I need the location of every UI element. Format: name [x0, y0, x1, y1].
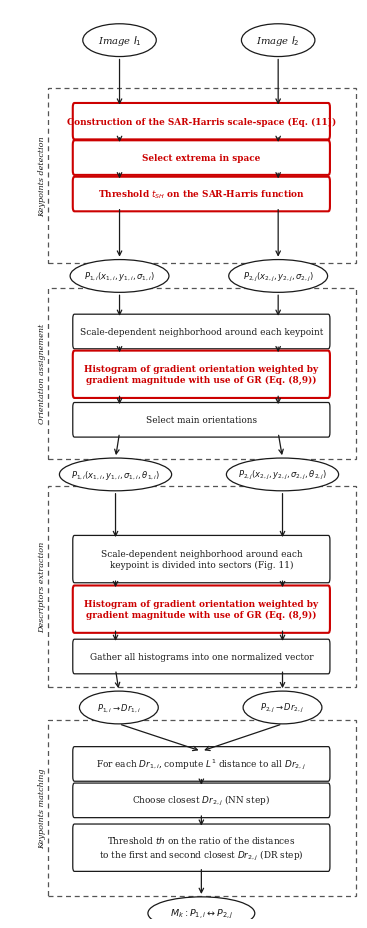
Text: Select main orientations: Select main orientations — [146, 416, 257, 425]
Text: Image $I_2$: Image $I_2$ — [256, 34, 300, 48]
Text: $M_k : P_{1,i} \leftrightarrow P_{2,j}$: $M_k : P_{1,i} \leftrightarrow P_{2,j}$ — [170, 907, 233, 920]
Ellipse shape — [148, 896, 255, 928]
Text: Histogram of gradient orientation weighted by
gradient magnitude with use of GR : Histogram of gradient orientation weight… — [84, 599, 319, 620]
Text: $P_{2,j} \rightarrow Dr_{2,j}$: $P_{2,j} \rightarrow Dr_{2,j}$ — [261, 702, 305, 715]
Text: Threshold $th$ on the ratio of the distances
to the first and second closest $Dr: Threshold $th$ on the ratio of the dista… — [99, 834, 304, 862]
Ellipse shape — [226, 458, 339, 491]
Text: $P_{1,i} \rightarrow Dr_{1,i}$: $P_{1,i} \rightarrow Dr_{1,i}$ — [97, 702, 141, 714]
FancyBboxPatch shape — [73, 403, 330, 438]
Text: Keypoints detection: Keypoints detection — [38, 136, 46, 217]
Text: Select extrema in space: Select extrema in space — [142, 154, 261, 163]
FancyBboxPatch shape — [73, 315, 330, 350]
Text: For each $Dr_{1,i}$, compute $L^1$ distance to all $Dr_{2,j}$: For each $Dr_{1,i}$, compute $L^1$ dista… — [97, 757, 306, 771]
Text: Image $I_1$: Image $I_1$ — [98, 34, 141, 48]
Ellipse shape — [83, 25, 156, 58]
Bar — [48, 289, 356, 459]
FancyBboxPatch shape — [73, 177, 330, 213]
Text: Threshold $t_{SH}$ on the SAR-Harris function: Threshold $t_{SH}$ on the SAR-Harris fun… — [98, 188, 305, 201]
Bar — [48, 486, 356, 687]
Bar — [48, 89, 356, 264]
Text: Histogram of gradient orientation weighted by
gradient magnitude with use of GR : Histogram of gradient orientation weight… — [84, 365, 319, 385]
FancyBboxPatch shape — [73, 586, 330, 633]
Bar — [48, 720, 356, 896]
Text: Scale-dependent neighborhood around each keypoint: Scale-dependent neighborhood around each… — [80, 328, 323, 337]
FancyBboxPatch shape — [73, 747, 330, 781]
Text: Orientation assignement: Orientation assignement — [38, 324, 46, 424]
Text: $P_{2,j}(x_{2,j}, y_{2,j}, \sigma_{2,j})$: $P_{2,j}(x_{2,j}, y_{2,j}, \sigma_{2,j})… — [243, 270, 314, 283]
FancyBboxPatch shape — [73, 824, 330, 871]
Text: $P_{2,j}(x_{2,j}, y_{2,j}, \sigma_{2,j}, \theta_{2,j})$: $P_{2,j}(x_{2,j}, y_{2,j}, \sigma_{2,j},… — [238, 469, 327, 482]
Text: Construction of the SAR-Harris scale-space (Eq. (11)): Construction of the SAR-Harris scale-spa… — [67, 118, 336, 126]
FancyBboxPatch shape — [73, 104, 330, 140]
Text: Gather all histograms into one normalized vector: Gather all histograms into one normalize… — [90, 652, 313, 662]
Text: Keypoints matching: Keypoints matching — [38, 768, 46, 848]
Text: $P_{1,i}(x_{1,i}, y_{1,i}, \sigma_{1,i})$: $P_{1,i}(x_{1,i}, y_{1,i}, \sigma_{1,i})… — [84, 270, 155, 283]
Ellipse shape — [241, 25, 315, 58]
Text: Scale-dependent neighborhood around each
keypoint is divided into sectors (Fig. : Scale-dependent neighborhood around each… — [101, 549, 302, 570]
Ellipse shape — [229, 260, 328, 293]
FancyBboxPatch shape — [73, 783, 330, 818]
Ellipse shape — [243, 691, 322, 724]
FancyBboxPatch shape — [73, 639, 330, 674]
Ellipse shape — [59, 458, 172, 491]
Text: Choose closest $Dr_{2,j}$ (NN step): Choose closest $Dr_{2,j}$ (NN step) — [132, 793, 270, 807]
Ellipse shape — [79, 691, 158, 724]
Text: $P_{1,i}(x_{1,i}, y_{1,i}, \sigma_{1,i}, \theta_{1,i})$: $P_{1,i}(x_{1,i}, y_{1,i}, \sigma_{1,i},… — [71, 469, 160, 482]
FancyBboxPatch shape — [73, 351, 330, 398]
Ellipse shape — [70, 260, 169, 293]
FancyBboxPatch shape — [73, 141, 330, 175]
Text: Descriptors extraction: Descriptors extraction — [38, 541, 46, 632]
FancyBboxPatch shape — [73, 535, 330, 583]
